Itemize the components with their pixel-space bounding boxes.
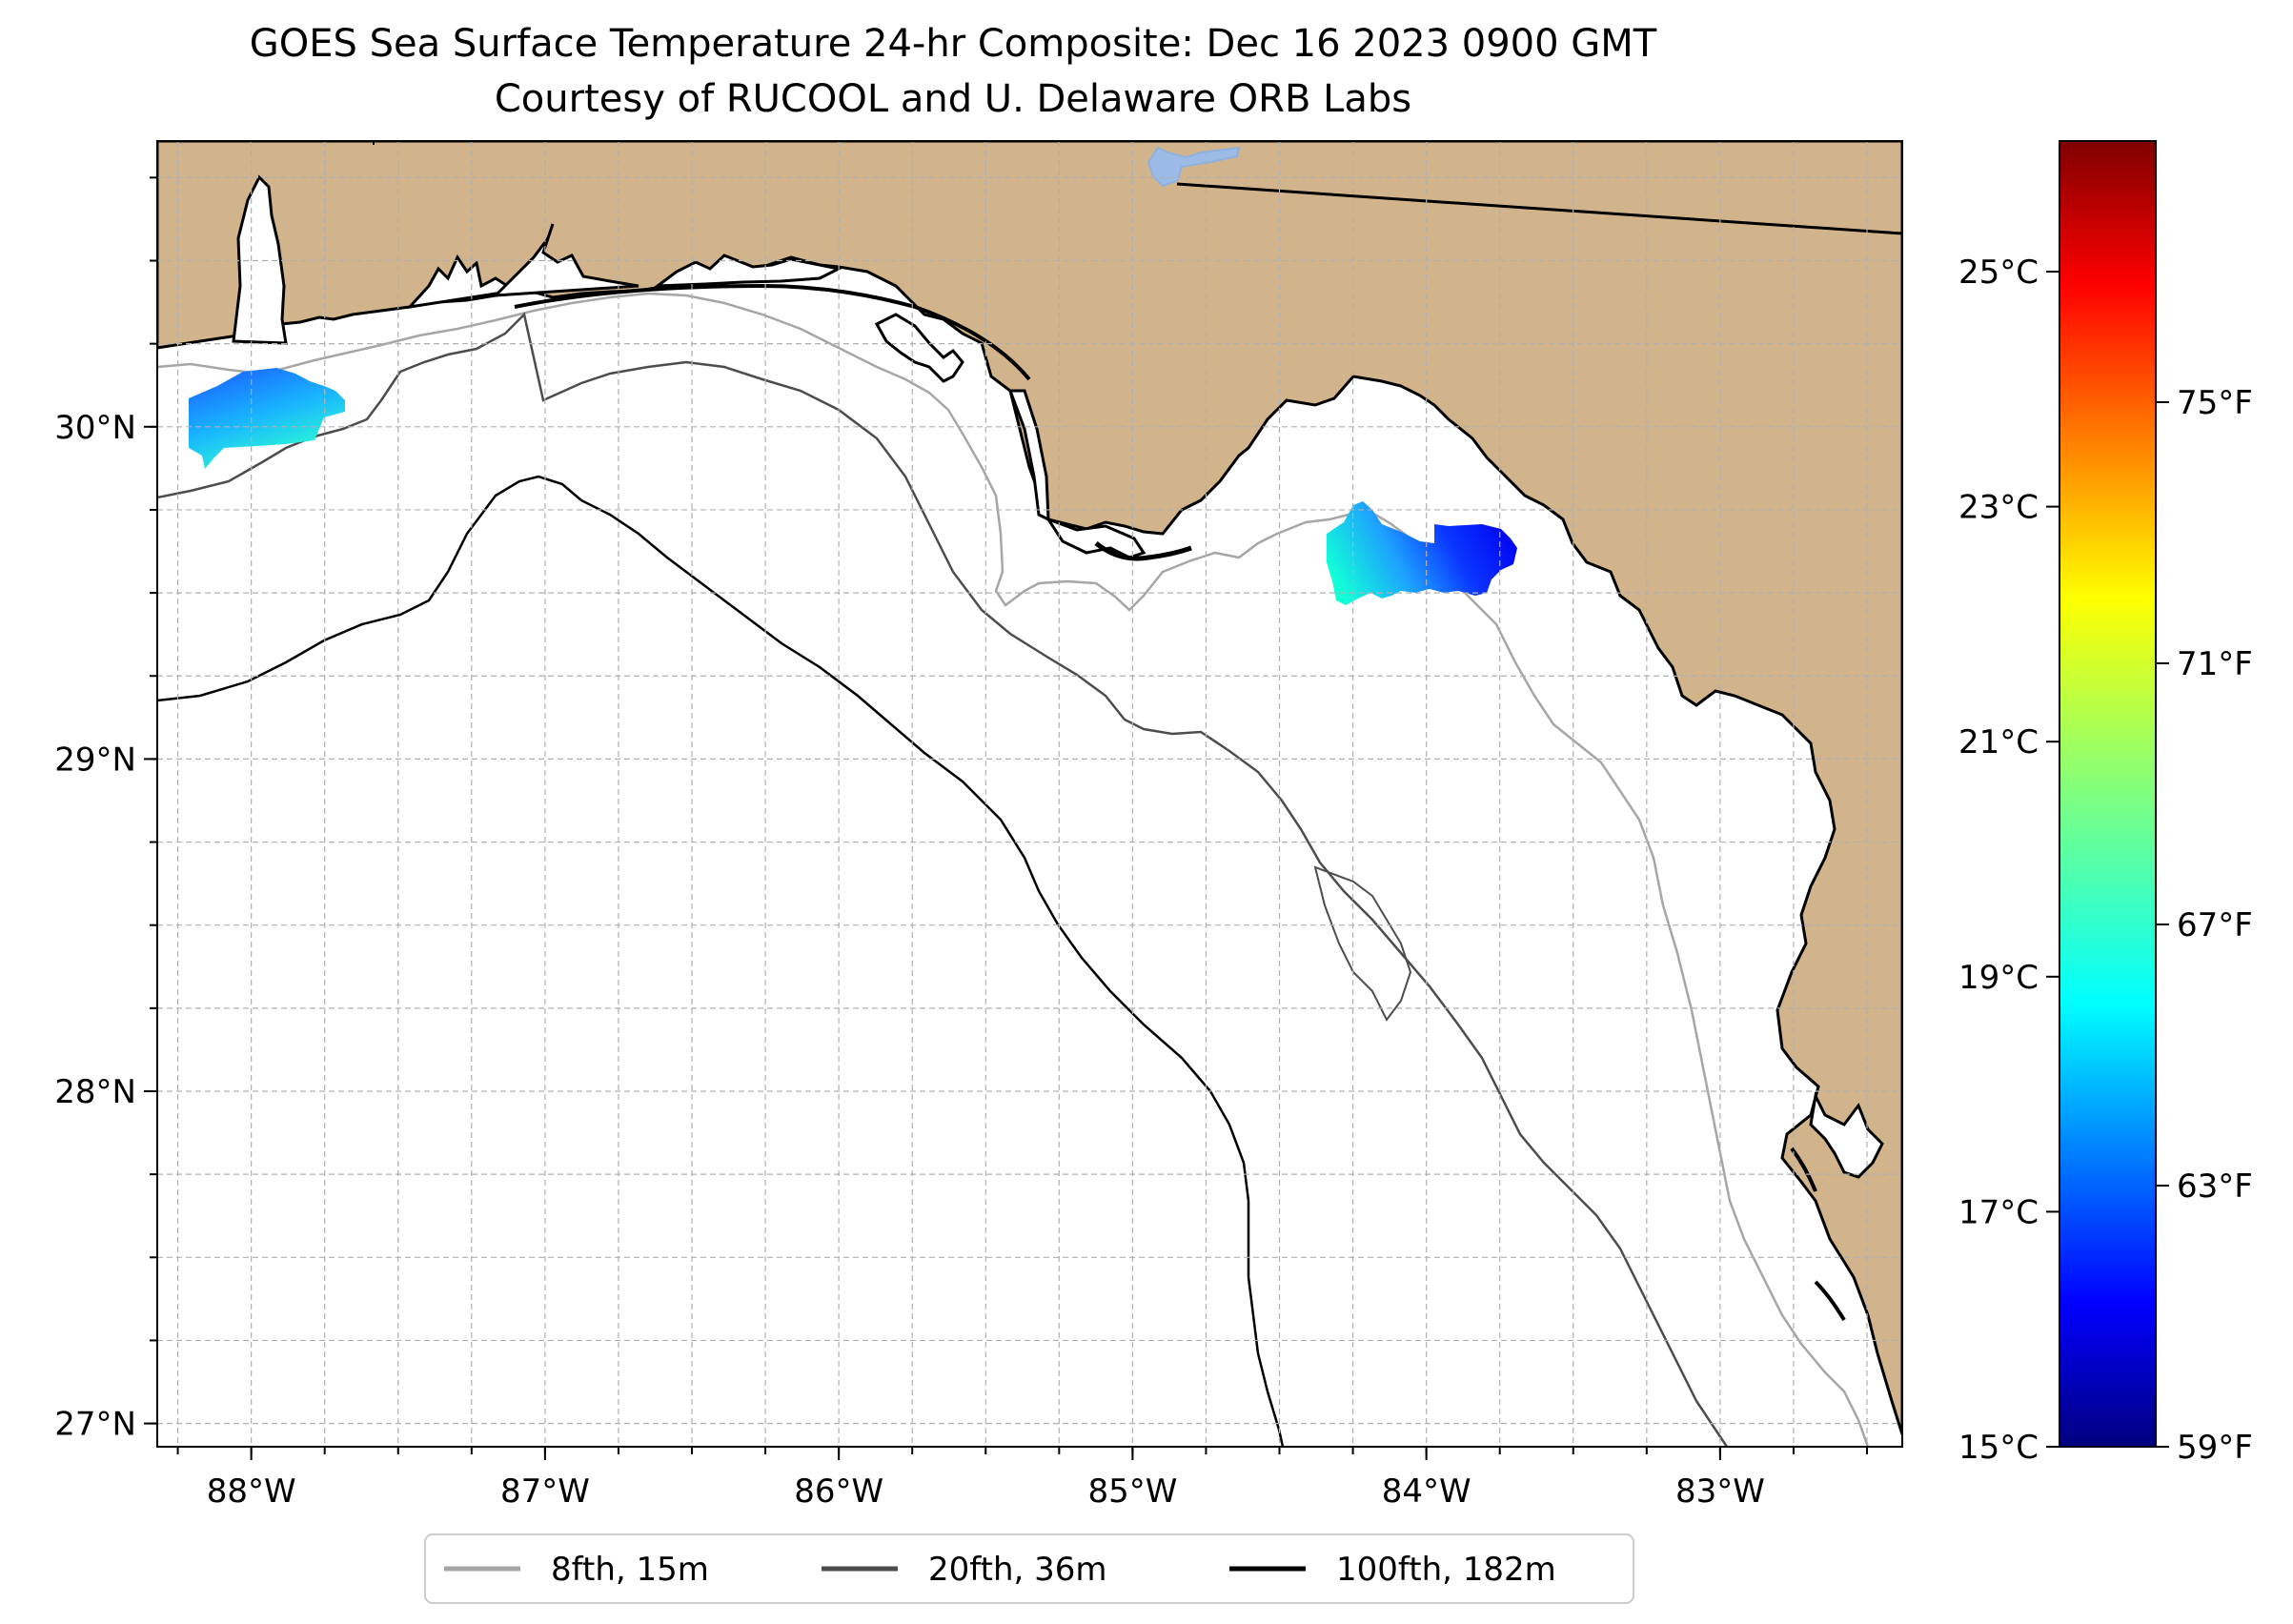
colorbar-fahrenheit-label: 71°F — [2177, 645, 2253, 683]
colorbar-gradient — [2059, 140, 2157, 1448]
lon-tick-label: 88°W — [207, 1472, 296, 1511]
tampa-bay — [1809, 1091, 1884, 1179]
apalachee-bay-marsh — [1045, 517, 1146, 559]
lat-tick-label: 30°N — [54, 409, 136, 447]
legend-box — [424, 1533, 1634, 1604]
choctawhatchee-bay — [492, 223, 639, 297]
colorbar-celsius-ticks: 15°C 17°C 19°C 21°C 23°C 25°C — [1958, 254, 2060, 1467]
pensacola-bay — [406, 254, 519, 310]
map-title: GOES Sea Surface Temperature 24-hr Compo… — [249, 22, 1657, 66]
barrier-island-2 — [1094, 541, 1192, 561]
colorbar-celsius-label: 21°C — [1958, 723, 2039, 761]
land-mass — [157, 141, 1902, 1435]
lon-tick-label: 87°W — [500, 1472, 590, 1511]
apalachicola-bay — [874, 313, 964, 383]
map-subtitle: Courtesy of RUCOOL and U. Delaware ORB L… — [494, 77, 1412, 121]
colorbar: 15°C 17°C 19°C 21°C 23°C 25°C 59°F 63°F 67°F 71°… — [1958, 140, 2253, 1467]
isobath-20fth — [157, 312, 1729, 1447]
lon-tick-label: 83°W — [1675, 1472, 1765, 1511]
gridlines — [157, 141, 1902, 1447]
colorbar-fahrenheit-label: 67°F — [2177, 906, 2253, 944]
colorbar-fahrenheit-label: 63°F — [2177, 1167, 2253, 1206]
state-boundary-line — [1176, 182, 1902, 235]
colorbar-celsius-label: 17°C — [1958, 1193, 2039, 1231]
sst-patch-big-bend[interactable] — [1327, 501, 1517, 605]
colorbar-celsius-label: 15°C — [1958, 1429, 2039, 1467]
barrier-island-4 — [1814, 1280, 1846, 1322]
lat-tick-label: 29°N — [54, 741, 136, 779]
latitude-axis: 30°N 29°N 28°N 27°N — [54, 176, 157, 1444]
colorbar-fahrenheit-label: 75°F — [2177, 384, 2253, 422]
map-frame — [156, 140, 1903, 1448]
colorbar-celsius-label: 19°C — [1958, 959, 2039, 997]
colorbar-fahrenheit-label: 59°F — [2177, 1429, 2253, 1467]
isobath-8fth — [157, 292, 1870, 1447]
longitude-axis: 88°W 87°W 86°W 85°W 84°W 83°W — [176, 1447, 1869, 1511]
lat-tick-label: 27°N — [54, 1406, 136, 1444]
st-andrew-bay — [653, 254, 843, 288]
legend-label: 20fth, 36m — [928, 1551, 1107, 1589]
map-area[interactable] — [157, 141, 1902, 1447]
barrier-island-1 — [514, 283, 1031, 381]
isobath-20fth-islands — [1313, 865, 1412, 1022]
isobath-legend: 8fth, 15m 20fth, 36m 100fth, 182m — [424, 1533, 1634, 1604]
legend-label: 8fth, 15m — [551, 1551, 709, 1589]
lon-tick-label: 86°W — [794, 1472, 883, 1511]
mobile-bay — [232, 174, 288, 345]
lat-tick-label: 28°N — [54, 1073, 136, 1111]
lon-tick-label: 85°W — [1087, 1472, 1177, 1511]
inland-lake — [1146, 146, 1241, 188]
lon-tick-label: 84°W — [1382, 1472, 1471, 1511]
colorbar-celsius-label: 25°C — [1958, 254, 2039, 292]
colorbar-fahrenheit-ticks: 59°F 63°F 67°F 71°F 75°F — [2156, 384, 2253, 1467]
colorbar-celsius-label: 23°C — [1958, 489, 2039, 527]
sst-patch-alabama[interactable] — [189, 368, 345, 469]
legend-label: 100fth, 182m — [1336, 1551, 1556, 1589]
isobath-100fth — [157, 475, 1285, 1447]
